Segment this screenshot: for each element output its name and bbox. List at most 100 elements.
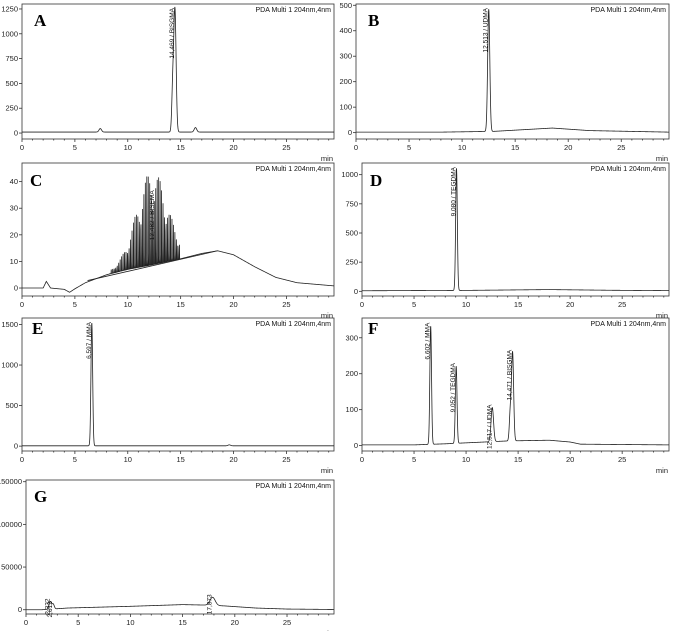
plot-frame xyxy=(21,317,335,452)
detector-header: PDA Multi 1 204nm,4nm xyxy=(256,321,332,328)
peak-label: 12,513 / UDMA xyxy=(483,7,490,52)
x-tick-label: 10 xyxy=(126,618,134,627)
y-tick-label: 300 xyxy=(345,333,358,342)
x-tick-label: 5 xyxy=(412,455,416,464)
plot-frame xyxy=(361,317,670,452)
panel-letter: C xyxy=(30,171,42,190)
chart-panel-c: 0 5 10 15 20 25 0 10 20 30 40 min PDA Multi 1 204nm,… xyxy=(10,162,335,320)
x-tick-label: 20 xyxy=(231,618,239,627)
y-tick-label: 500 xyxy=(5,79,18,88)
y-tick-label: 0 xyxy=(18,605,22,614)
y-tick-label: 0 xyxy=(14,284,18,293)
x-tick-label: 0 xyxy=(360,455,364,464)
peak-label: 17,873 xyxy=(207,594,214,614)
panel-letter: E xyxy=(32,319,43,338)
peak-label: 14,469 / BISGMA xyxy=(169,7,176,58)
x-tick-label: 15 xyxy=(514,300,522,309)
y-tick-label: 750 xyxy=(345,199,358,208)
y-tick-label: 300 xyxy=(339,52,352,61)
x-tick-label: 25 xyxy=(617,143,625,152)
chart-panel-e: 0 5 10 15 20 25 0 500 1000 1500 min PDA Multi 1 204… xyxy=(1,317,335,475)
x-tick-label: 15 xyxy=(178,618,186,627)
x-tick-label: 20 xyxy=(566,300,574,309)
y-tick-label: 200 xyxy=(345,369,358,378)
y-tick-label: 20 xyxy=(10,230,18,239)
peak-label: 12,517 / UDMA xyxy=(486,404,493,449)
peak-label: 6,597 / MMA xyxy=(86,321,93,359)
x-tick-label: 10 xyxy=(458,143,466,152)
chromatogram-trace xyxy=(22,176,335,293)
x-tick-label: 5 xyxy=(73,143,77,152)
y-tick-label: 0 xyxy=(14,129,18,138)
y-tick-label: 30 xyxy=(10,204,18,213)
panel-letter: A xyxy=(34,11,47,30)
x-tick-label: 10 xyxy=(462,300,470,309)
y-tick-label: 100 xyxy=(339,103,352,112)
x-tick-label: 25 xyxy=(618,455,626,464)
x-tick-label: 20 xyxy=(229,300,237,309)
y-tick-label: 200 xyxy=(339,77,352,86)
x-tick-label: 5 xyxy=(76,618,80,627)
peak-label: 12,482 / BISEMA xyxy=(149,190,156,241)
chart-panel-b: 0 5 10 15 20 25 0 100 200 300 400 500 min PDA Multi 1… xyxy=(339,1,670,163)
y-tick-label: 500 xyxy=(345,229,358,238)
x-tick-label: 0 xyxy=(20,300,24,309)
x-tick-label: 10 xyxy=(124,455,132,464)
x-tick-label: 0 xyxy=(24,618,28,627)
x-tick-label: 0 xyxy=(360,300,364,309)
peak-label: 2,612 xyxy=(47,601,54,618)
x-tick-label: 5 xyxy=(73,455,77,464)
y-tick-label: 250 xyxy=(345,258,358,267)
y-tick-label: 50000 xyxy=(1,563,22,572)
x-axis-label: min xyxy=(656,466,668,475)
y-tick-label: 1250 xyxy=(1,4,18,13)
plot-frame xyxy=(21,3,335,140)
x-tick-label: 15 xyxy=(514,455,522,464)
x-axis-label: min xyxy=(321,466,333,475)
peak-label: 9,080 / TEGDMA xyxy=(450,166,457,216)
y-tick-label: 250 xyxy=(5,104,18,113)
y-tick-label: 100 xyxy=(345,405,358,414)
y-tick-label: 500 xyxy=(339,1,352,10)
y-tick-label: 750 xyxy=(5,54,18,63)
y-tick-label: 150000 xyxy=(0,477,22,486)
x-tick-label: 25 xyxy=(283,618,291,627)
y-tick-label: 10 xyxy=(10,257,18,266)
x-tick-label: 25 xyxy=(282,143,290,152)
detector-header: PDA Multi 1 204nm,4nm xyxy=(256,166,332,173)
y-tick-label: 400 xyxy=(339,26,352,35)
peak-label: 14,471 / BISGMA xyxy=(507,349,514,400)
x-tick-label: 20 xyxy=(564,143,572,152)
chromatogram-trace xyxy=(26,596,335,611)
y-tick-label: 1000 xyxy=(1,29,18,38)
plot-frame xyxy=(361,162,670,297)
panel-letter: D xyxy=(370,171,382,190)
y-tick-label: 0 xyxy=(14,442,18,451)
plot-frame xyxy=(21,162,335,297)
y-tick-label: 0 xyxy=(354,441,358,450)
x-tick-label: 20 xyxy=(229,143,237,152)
chromatogram-trace xyxy=(362,326,669,446)
plot-frame xyxy=(25,479,335,615)
x-axis-label: min xyxy=(656,154,668,163)
y-tick-label: 0 xyxy=(354,287,358,296)
x-tick-label: 15 xyxy=(176,300,184,309)
integration-baseline xyxy=(87,250,218,281)
panel-letter: F xyxy=(368,319,378,338)
x-tick-label: 25 xyxy=(282,300,290,309)
peak-label: 2,332 xyxy=(44,598,51,615)
detector-header: PDA Multi 1 204nm,4nm xyxy=(256,7,332,14)
chart-panel-g: 0 5 10 15 20 25 0 50000 100000 150000 min PDA Multi… xyxy=(0,477,335,631)
x-tick-label: 10 xyxy=(462,455,470,464)
chromatogram-trace xyxy=(22,323,334,447)
detector-header: PDA Multi 1 204nm,4nm xyxy=(591,321,667,328)
x-tick-label: 5 xyxy=(412,300,416,309)
peak-label: 6,602 / MMA xyxy=(425,322,432,360)
x-tick-label: 0 xyxy=(20,455,24,464)
detector-header: PDA Multi 1 204nm,4nm xyxy=(256,483,332,490)
chromatogram-trace xyxy=(362,168,669,292)
y-tick-label: 1000 xyxy=(341,170,358,179)
x-tick-label: 0 xyxy=(20,143,24,152)
